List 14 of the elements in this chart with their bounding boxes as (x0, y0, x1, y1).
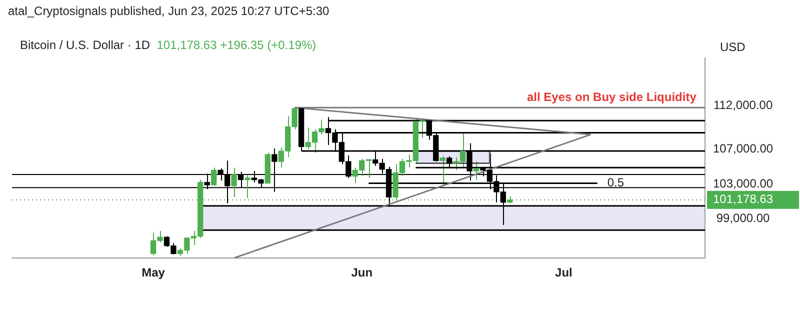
x-tick-label: Jun (351, 266, 373, 280)
chart-title: Bitcoin / U.S. Dollar · 1D (20, 38, 150, 52)
x-tick-label: May (142, 266, 166, 280)
annotation: 0.5 (607, 176, 624, 190)
ref-line-label: 101,178.63 (713, 192, 774, 206)
y-tick-label: 112,000.00 (713, 98, 773, 112)
annotation: all Eyes on Buy side Liquidity (527, 90, 696, 104)
y-tick-label: 103,000.00 (713, 176, 774, 190)
y-tick-label: 107,000.00 (713, 142, 774, 156)
text: atal_Cryptosignals published, Jun 23, 2025 10:27 UTC+5:30 (8, 4, 330, 18)
x-tick-label: Jul (555, 266, 572, 280)
chart-subtitle: 101,178.63 +196.35 (+0.19%) (156, 38, 316, 52)
y-axis-title: USD (720, 40, 746, 54)
y-tick-label: 99,000.00 (716, 211, 770, 226)
